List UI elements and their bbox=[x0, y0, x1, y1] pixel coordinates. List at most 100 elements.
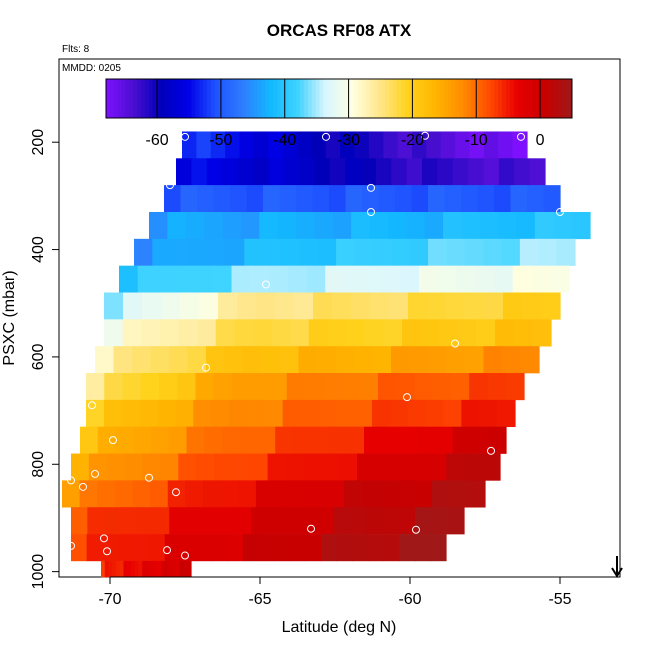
heatmap-cell bbox=[446, 453, 465, 481]
heatmap-cell bbox=[396, 480, 416, 508]
y-tick-label: 1000 bbox=[30, 554, 47, 590]
colorbar-swatch bbox=[358, 79, 363, 118]
heatmap-cell bbox=[133, 426, 152, 454]
colorbar-swatch bbox=[226, 79, 231, 118]
heatmap-cell bbox=[168, 560, 173, 578]
heatmap-cell bbox=[409, 346, 429, 374]
heatmap-cell bbox=[214, 453, 233, 481]
flight-point bbox=[202, 363, 210, 372]
heatmap-cell bbox=[382, 507, 400, 535]
colorbar-swatch bbox=[148, 79, 154, 118]
heatmap-cell bbox=[443, 211, 462, 240]
heatmap-cell bbox=[71, 534, 88, 562]
colorbar-swatch bbox=[405, 79, 410, 118]
flight-point bbox=[145, 473, 153, 482]
heatmap-cell bbox=[246, 399, 266, 427]
colorbar-swatch bbox=[424, 79, 429, 118]
heatmap-cell bbox=[514, 158, 531, 186]
heatmap-cell bbox=[398, 507, 416, 535]
heatmap-cell bbox=[287, 265, 308, 293]
heatmap-cell bbox=[229, 399, 248, 427]
colorbar-swatch bbox=[156, 79, 161, 118]
heatmap-cell bbox=[520, 346, 540, 374]
heatmap-cell bbox=[62, 480, 81, 508]
heatmap-cell bbox=[364, 426, 383, 454]
heatmap-cell bbox=[378, 185, 396, 213]
heatmap-cell bbox=[424, 211, 444, 240]
colorbar-swatch bbox=[420, 79, 425, 118]
flight-point bbox=[163, 546, 171, 555]
heatmap-cell bbox=[250, 373, 270, 401]
heatmap-cell bbox=[306, 265, 326, 293]
heatmap-cell bbox=[488, 426, 507, 454]
heatmap-cell bbox=[529, 158, 546, 186]
heatmap-cell bbox=[268, 158, 285, 186]
heatmap-cell bbox=[484, 292, 504, 320]
heatmap-cell bbox=[202, 507, 219, 535]
heatmap-cell bbox=[397, 131, 413, 159]
heatmap-cell bbox=[119, 560, 125, 578]
heatmap-cell bbox=[159, 319, 180, 347]
heatmap-cell bbox=[313, 292, 333, 320]
heatmap-cell bbox=[104, 373, 124, 401]
heatmap-cell bbox=[512, 131, 528, 159]
heatmap-cell bbox=[242, 534, 260, 562]
heatmap-cell bbox=[451, 373, 470, 401]
heatmap-cell bbox=[149, 211, 168, 240]
heatmap-cell bbox=[325, 265, 345, 293]
heatmap-cell bbox=[443, 399, 462, 427]
heatmap-cell bbox=[456, 265, 476, 293]
colorbar-swatch bbox=[370, 79, 375, 118]
colorbar-swatch bbox=[315, 79, 321, 118]
heatmap-cell bbox=[167, 480, 186, 508]
heatmap-cell bbox=[204, 426, 223, 454]
heatmap-cell bbox=[170, 238, 190, 266]
heatmap-cell bbox=[168, 426, 188, 454]
heatmap-cell bbox=[279, 185, 297, 213]
y-axis: 200 400 600 800 1000 bbox=[30, 129, 60, 590]
colorbar-tick-label: -20 bbox=[401, 132, 424, 149]
heatmap-cell bbox=[213, 185, 231, 213]
heatmap-cell bbox=[383, 534, 400, 562]
heatmap-cell bbox=[312, 185, 330, 213]
heatmap-cell bbox=[392, 453, 412, 481]
heatmap-cell bbox=[230, 185, 248, 213]
heatmap-cell bbox=[115, 426, 134, 454]
heatmap-cell bbox=[553, 211, 573, 240]
heatmap-cell bbox=[275, 292, 295, 320]
y-axis-label: PSXC (mbar) bbox=[1, 270, 18, 365]
heatmap-cell bbox=[299, 158, 315, 186]
heatmap-cell bbox=[326, 480, 345, 508]
heatmap-cell bbox=[483, 238, 503, 266]
heatmap-cell bbox=[431, 507, 449, 535]
heatmap-cell bbox=[479, 399, 498, 427]
colorbar-swatch bbox=[307, 79, 313, 118]
heatmap-cell bbox=[464, 453, 483, 481]
colorbar-swatch bbox=[459, 79, 464, 118]
heatmap-cell bbox=[311, 131, 327, 159]
heatmap-cell bbox=[383, 131, 399, 159]
heatmap-cell bbox=[297, 131, 312, 159]
heatmap-cell bbox=[274, 534, 291, 562]
heatmap-cell bbox=[289, 534, 306, 562]
heatmap-cell bbox=[402, 319, 422, 347]
x-tick-label: -70 bbox=[98, 591, 121, 608]
heatmap-cell bbox=[296, 211, 315, 240]
colorbar-swatch bbox=[234, 79, 239, 118]
heatmap-cell bbox=[410, 453, 430, 481]
flight-point bbox=[451, 339, 459, 348]
date-label: MMDD: 0205 bbox=[62, 63, 121, 74]
down-arrow-icon bbox=[611, 556, 623, 578]
heatmap-cell bbox=[409, 238, 429, 266]
heatmap-cell bbox=[360, 158, 377, 186]
heatmap-cell bbox=[498, 158, 515, 186]
heatmap-cell bbox=[419, 265, 439, 293]
heatmap-cells bbox=[62, 131, 591, 578]
colorbar-swatch bbox=[129, 79, 134, 118]
heatmap-cell bbox=[387, 211, 407, 240]
heatmap-cell bbox=[237, 292, 257, 320]
colorbar-swatch bbox=[187, 79, 192, 118]
heatmap-cell bbox=[114, 480, 134, 508]
x-axis-label: Latitude (deg N) bbox=[282, 619, 397, 636]
